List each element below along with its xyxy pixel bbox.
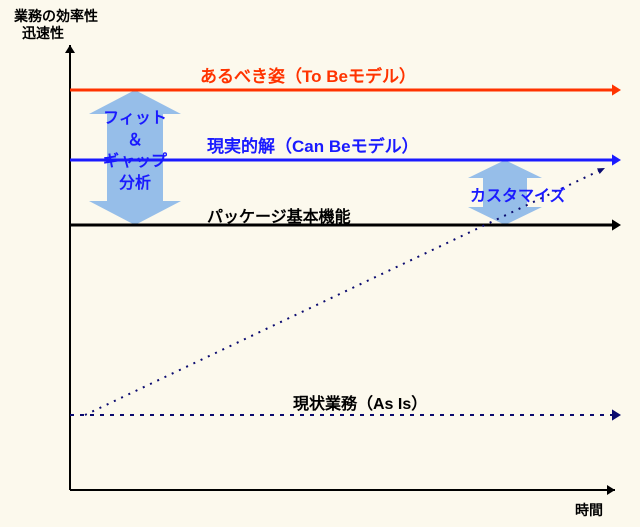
y-axis-label-line2: 迅速性	[14, 25, 64, 41]
fitgap-line3: ギャップ	[90, 151, 180, 173]
fitgap-line1: フィット	[90, 108, 180, 130]
fitgap-line4: 分析	[90, 173, 180, 195]
asis-label: 現状業務（As Is）	[293, 390, 427, 414]
tobe-label: あるべき姿（To Beモデル）	[200, 62, 416, 87]
x-axis-label: 時間	[575, 500, 603, 520]
business-model-diagram: 業務の効率性 迅速性 時間 あるべき姿（To Beモデル） 現実的解（Can B…	[0, 0, 640, 527]
y-axis-label-line1: 業務の効率性	[14, 8, 98, 24]
fitgap-line2: ＆	[90, 130, 180, 152]
pkg-label: パッケージ基本機能	[207, 203, 351, 227]
fitgap-label: フィット ＆ ギャップ 分析	[90, 108, 180, 194]
canbe-label: 現実的解（Can Beモデル）	[207, 132, 419, 157]
customize-label: カスタマイズ	[470, 182, 566, 206]
y-axis-label: 業務の効率性 迅速性	[14, 8, 98, 42]
